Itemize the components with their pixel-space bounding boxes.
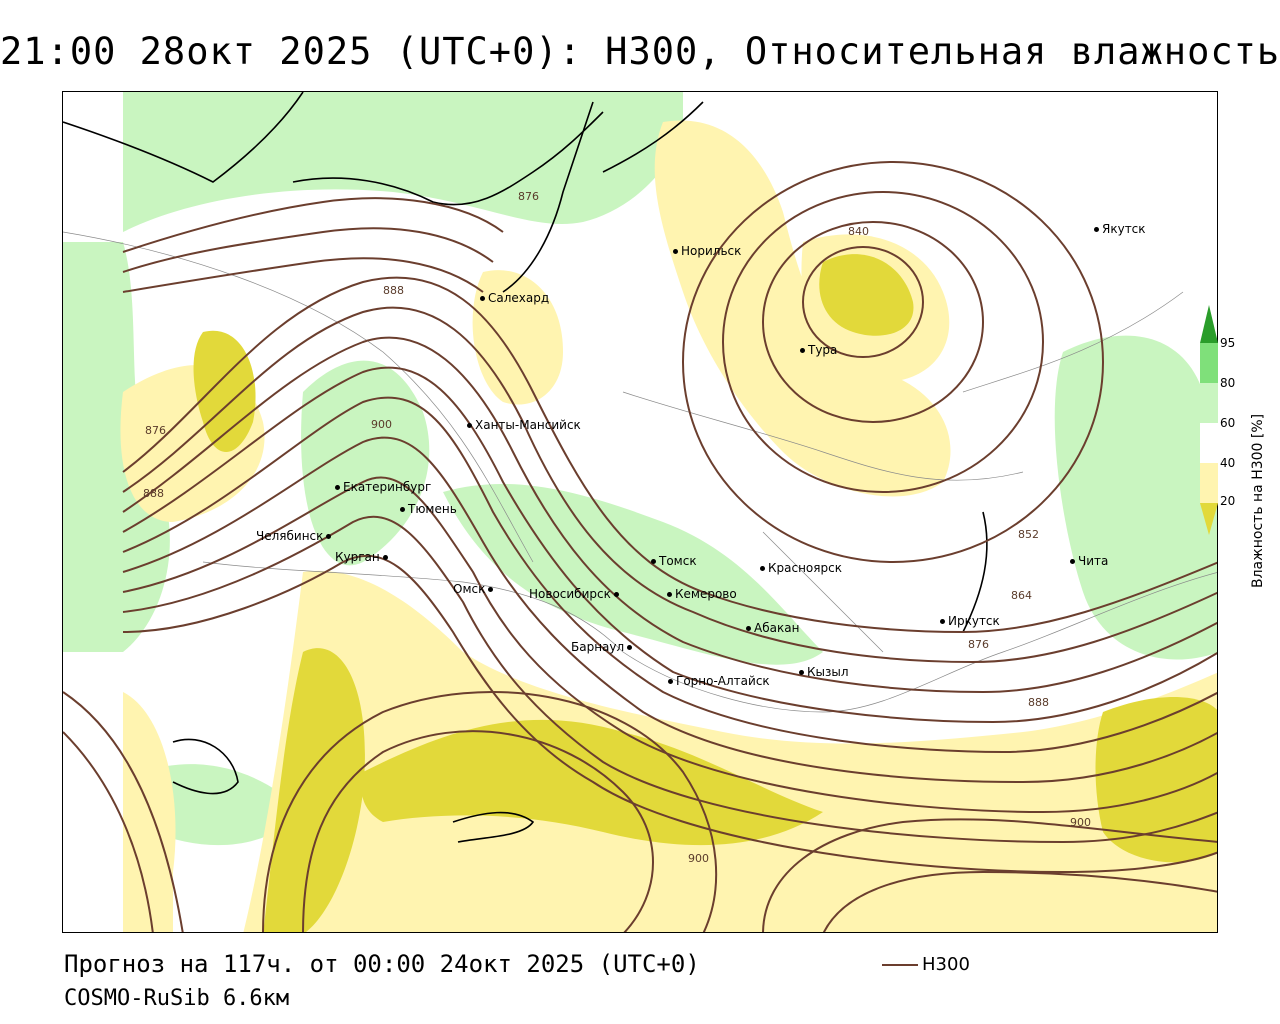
city-label: Екатеринбург bbox=[343, 480, 432, 494]
city-label: Чита bbox=[1078, 554, 1109, 568]
city-salekhard: Салехард bbox=[480, 291, 549, 305]
map-frame: 876 888 840 900 876 888 852 864 876 888 … bbox=[62, 91, 1218, 933]
colorbar-segment bbox=[1200, 383, 1218, 423]
contour-label: 876 bbox=[968, 638, 989, 651]
city-dot bbox=[799, 670, 804, 675]
region-borders bbox=[63, 231, 1217, 713]
h300-contours bbox=[63, 161, 1217, 932]
city-dot bbox=[1094, 227, 1099, 232]
model-name: COSMO-RuSib 6.6км bbox=[64, 986, 290, 1011]
colorbar-segment bbox=[1200, 503, 1218, 535]
legend-tick: 95 bbox=[1220, 336, 1236, 350]
city-label: Курган bbox=[335, 550, 380, 564]
city-dot bbox=[668, 679, 673, 684]
humidity-colorbar bbox=[1200, 305, 1218, 535]
city-label: Ханты-Мансийск bbox=[475, 418, 581, 432]
city-dot bbox=[1070, 559, 1075, 564]
colorbar-segment bbox=[1200, 305, 1218, 343]
city-tomsk: Томск bbox=[651, 554, 697, 568]
map-title: 21:00 28окт 2025 (UTC+0): H300, Относите… bbox=[0, 30, 1280, 73]
contour-key-label: H300 bbox=[922, 954, 970, 975]
city-label: Тура bbox=[808, 343, 838, 357]
city-kyzyl: Кызыл bbox=[799, 665, 849, 679]
city-dot bbox=[488, 587, 494, 592]
city-kemerovo: Кемерово bbox=[667, 587, 737, 601]
city-omsk: Омск bbox=[453, 582, 496, 596]
city-dot bbox=[800, 348, 805, 353]
contour-label: 888 bbox=[143, 487, 164, 500]
contour-label: 840 bbox=[848, 225, 869, 238]
city-label: Новосибирск bbox=[529, 587, 611, 601]
city-irkutsk: Иркутск bbox=[940, 614, 1000, 628]
contour-label: 876 bbox=[518, 190, 539, 203]
city-dot bbox=[651, 559, 656, 564]
legend-tick: 20 bbox=[1220, 494, 1236, 508]
map-canvas bbox=[63, 92, 1217, 932]
city-novosibirsk: Новосибирск bbox=[529, 587, 622, 601]
city-dot bbox=[613, 592, 619, 597]
city-dot bbox=[760, 566, 765, 571]
city-label: Томск bbox=[659, 554, 697, 568]
legend-tick: 40 bbox=[1220, 456, 1236, 470]
colorbar-segment bbox=[1200, 423, 1218, 463]
city-label: Омск bbox=[453, 582, 486, 596]
contour-label: 900 bbox=[688, 852, 709, 865]
city-dot bbox=[335, 485, 340, 490]
contour-label: 864 bbox=[1011, 589, 1032, 602]
city-label: Иркутск bbox=[948, 614, 1000, 628]
city-label: Абакан bbox=[754, 621, 800, 635]
city-dot bbox=[467, 423, 472, 428]
city-dot bbox=[940, 619, 945, 624]
contour-key: H300 bbox=[882, 954, 970, 975]
city-label: Горно-Алтайск bbox=[676, 674, 770, 688]
colorbar-segment bbox=[1200, 343, 1218, 383]
city-khanty-mansiysk: Ханты-Мансийск bbox=[467, 418, 581, 432]
city-tura: Тура bbox=[800, 343, 837, 357]
legend-title: Влажность на H300 [%] bbox=[1250, 413, 1266, 588]
contour-label: 900 bbox=[371, 418, 392, 431]
city-chelyabinsk: Челябинск bbox=[256, 529, 334, 543]
city-label: Тюмень bbox=[408, 502, 457, 516]
city-yakutsk: Якутск bbox=[1094, 222, 1146, 236]
city-barnaul: Барнаул bbox=[571, 640, 635, 654]
city-gorno-altaysk: Горно-Алтайск bbox=[668, 674, 770, 688]
colorbar-segment bbox=[1200, 463, 1218, 503]
city-label: Кемерово bbox=[675, 587, 737, 601]
city-tyumen: Тюмень bbox=[400, 502, 457, 516]
city-kurgan: Курган bbox=[335, 550, 391, 564]
contour-label: 888 bbox=[1028, 696, 1049, 709]
city-dot bbox=[326, 534, 332, 539]
city-abakan: Абакан bbox=[746, 621, 799, 635]
city-label: Челябинск bbox=[256, 529, 324, 543]
city-chita: Чита bbox=[1070, 554, 1108, 568]
city-label: Кызыл bbox=[807, 665, 849, 679]
city-norilsk: Норильск bbox=[673, 244, 741, 258]
city-dot bbox=[382, 555, 388, 560]
contour-label: 888 bbox=[383, 284, 404, 297]
city-label: Салехард bbox=[488, 291, 550, 305]
city-dot bbox=[746, 626, 751, 631]
city-label: Барнаул bbox=[571, 640, 625, 654]
city-label: Красноярск bbox=[768, 561, 842, 575]
city-dot bbox=[480, 296, 485, 301]
contour-key-line bbox=[882, 964, 918, 966]
city-label: Норильск bbox=[681, 244, 742, 258]
forecast-info: Прогноз на 117ч. от 00:00 24окт 2025 (UT… bbox=[64, 950, 700, 978]
city-dot bbox=[667, 592, 672, 597]
city-dot bbox=[400, 507, 405, 512]
city-label: Якутск bbox=[1102, 222, 1146, 236]
coastlines bbox=[63, 92, 988, 843]
city-krasnoyarsk: Красноярск bbox=[760, 561, 842, 575]
contour-label: 852 bbox=[1018, 528, 1039, 541]
contour-label: 900 bbox=[1070, 816, 1091, 829]
contour-label: 876 bbox=[145, 424, 166, 437]
city-dot bbox=[627, 645, 633, 650]
legend-tick: 60 bbox=[1220, 416, 1236, 430]
city-yekaterinburg: Екатеринбург bbox=[335, 480, 431, 494]
city-dot bbox=[673, 249, 678, 254]
legend-tick: 80 bbox=[1220, 376, 1236, 390]
